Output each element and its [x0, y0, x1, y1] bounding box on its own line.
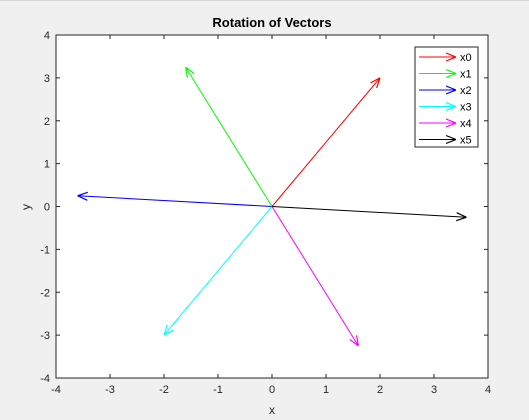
x-tick-label: -4	[51, 384, 61, 396]
legend-label-x5: x5	[460, 135, 472, 147]
x-tick-label: 4	[485, 384, 491, 396]
x-tick-label: -3	[105, 384, 115, 396]
y-axis-label: y	[19, 204, 33, 210]
vector-x2	[78, 196, 273, 207]
legend-box	[414, 46, 479, 148]
series-layer	[78, 67, 467, 346]
y-tick-label: -2	[40, 287, 50, 299]
vector-x1	[186, 67, 273, 207]
legend-label-x1: x1	[460, 69, 472, 81]
legend-label-x0: x0	[460, 52, 472, 64]
vector-x0	[271, 78, 380, 207]
y-tick-label: 2	[44, 116, 50, 128]
y-tick-label: -4	[40, 373, 50, 385]
y-tick-label: 3	[44, 73, 50, 85]
y-tick-label: 4	[44, 30, 50, 42]
x-tick-label: 0	[269, 384, 275, 396]
y-tick-label: 1	[44, 159, 50, 171]
axes-frame	[55, 34, 489, 379]
chart-title: Rotation of Vectors	[212, 15, 331, 30]
x-tick-label: 2	[377, 384, 383, 396]
y-tick-label: -1	[40, 244, 50, 256]
x-tick-label: 3	[431, 384, 437, 396]
y-tick-label: -3	[40, 330, 50, 342]
legend-label-x2: x2	[460, 85, 472, 97]
vector-x4	[271, 206, 358, 346]
x-tick-label: 1	[323, 384, 329, 396]
x-tick-label: -2	[159, 384, 169, 396]
vector-x5	[271, 206, 466, 218]
vector-x3	[164, 206, 273, 336]
legend-label-x4: x4	[460, 118, 472, 130]
legend-label-x3: x3	[460, 102, 472, 114]
x-tick-label: -1	[213, 384, 223, 396]
x-axis-label: x	[269, 403, 275, 417]
y-tick-label: 0	[44, 202, 50, 214]
legend: x0 x1 x2 x3 x4 x5	[414, 46, 479, 148]
